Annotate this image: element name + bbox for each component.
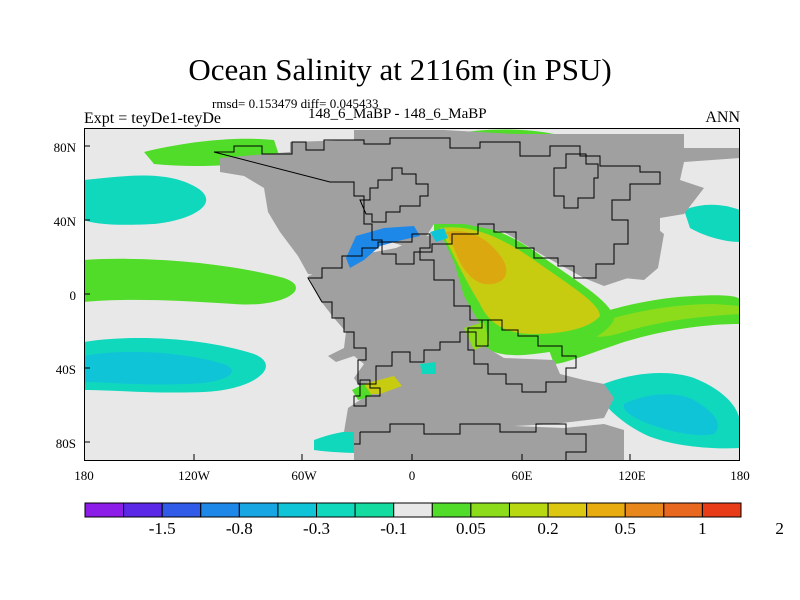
colorbar-label-neg0-3: -0.3 xyxy=(303,519,330,538)
mediterranean-negative-bit xyxy=(430,228,448,242)
colorbar-label-neg0-1: -0.1 xyxy=(380,519,408,538)
colorbar-label-1: 1 xyxy=(698,519,707,538)
tethys-positive-max xyxy=(446,231,507,285)
lat-label-0: 0 xyxy=(69,288,77,303)
lon-label-180e: 180 xyxy=(730,468,750,483)
colorbar-label-0-2: 0.2 xyxy=(537,519,559,538)
coastline-south-atlantic-rim xyxy=(353,379,381,407)
lon-label-0: 0 xyxy=(408,468,416,483)
colorbar-box xyxy=(547,502,588,518)
colorbar-label-0-5: 0.5 xyxy=(614,519,636,538)
colorbar-box xyxy=(431,502,472,518)
colorbar-box xyxy=(393,502,433,518)
colorbar-box xyxy=(161,502,202,518)
north-pacific-east-negative-blob xyxy=(684,204,740,242)
experiment-label: Expt = teyDe1-teyDe xyxy=(84,110,221,127)
coastline-india-australia xyxy=(467,319,577,393)
colorbar-label-2: 2 xyxy=(775,519,784,538)
stats-line: rmsd= 0.153479 diff= 0.045433 xyxy=(212,96,379,111)
map-ticks xyxy=(84,145,631,461)
coastline-antarctica xyxy=(354,423,587,461)
colorbar-box xyxy=(663,502,703,518)
colorbar-box xyxy=(200,502,240,518)
indian-ocean-positive-bit xyxy=(464,322,490,350)
lon-label-60w: 60W xyxy=(291,468,317,483)
lat-label-80n: 80N xyxy=(53,140,76,155)
south-atlantic-positive-bit xyxy=(364,376,402,394)
colorbar-box xyxy=(624,502,665,518)
colorbar-box xyxy=(84,502,125,518)
colorbar-label-neg1-5: -1.5 xyxy=(148,519,176,538)
lon-label-60e: 60E xyxy=(511,468,533,483)
north-pacific-negative-band xyxy=(84,175,207,225)
colorbar-label-0-05: 0.05 xyxy=(456,519,486,538)
colorbar-box xyxy=(508,502,549,518)
coastline-gondwana xyxy=(307,233,489,385)
colorbar-label-neg0-8: -0.8 xyxy=(225,519,253,538)
colorbar-box xyxy=(238,502,279,518)
coastline-laurasia-inner xyxy=(359,167,429,223)
colorbar-box xyxy=(470,502,510,518)
salinity-map xyxy=(84,128,740,461)
south-pacific-positive-band xyxy=(84,258,296,305)
lat-label-40n: 40N xyxy=(53,214,76,229)
indo-pacific-negative-core xyxy=(623,394,718,436)
colorbar-box xyxy=(354,502,395,518)
period-label: 148_6_MaBP - 148_6_MaBP xyxy=(308,106,487,122)
south-atlantic-negative-bit xyxy=(420,362,436,374)
season-label: ANN xyxy=(705,109,740,126)
coastlines xyxy=(213,137,661,461)
map-title: Ocean Salinity at 2116m (in PSU) xyxy=(188,52,612,87)
colorbar-box xyxy=(316,502,356,518)
southern-ocean-negative-core xyxy=(84,351,232,385)
tethys-negative-strip xyxy=(346,226,420,268)
colorbar-box xyxy=(586,502,626,518)
colorbar-box xyxy=(701,502,742,518)
east-pacific-positive-core xyxy=(584,304,740,337)
coastline-laurasia xyxy=(213,137,661,279)
lat-label-80s: 80S xyxy=(55,436,76,451)
colorbar-box xyxy=(123,502,163,518)
lon-label-120w: 120W xyxy=(178,468,210,483)
lat-label-40s: 40S xyxy=(55,362,76,377)
coastline-east-asia xyxy=(553,153,599,209)
colorbar xyxy=(84,502,742,518)
lon-label-180w: 180 xyxy=(74,468,94,483)
lon-label-120e: 120E xyxy=(618,468,646,483)
colorbar-box xyxy=(277,502,318,518)
